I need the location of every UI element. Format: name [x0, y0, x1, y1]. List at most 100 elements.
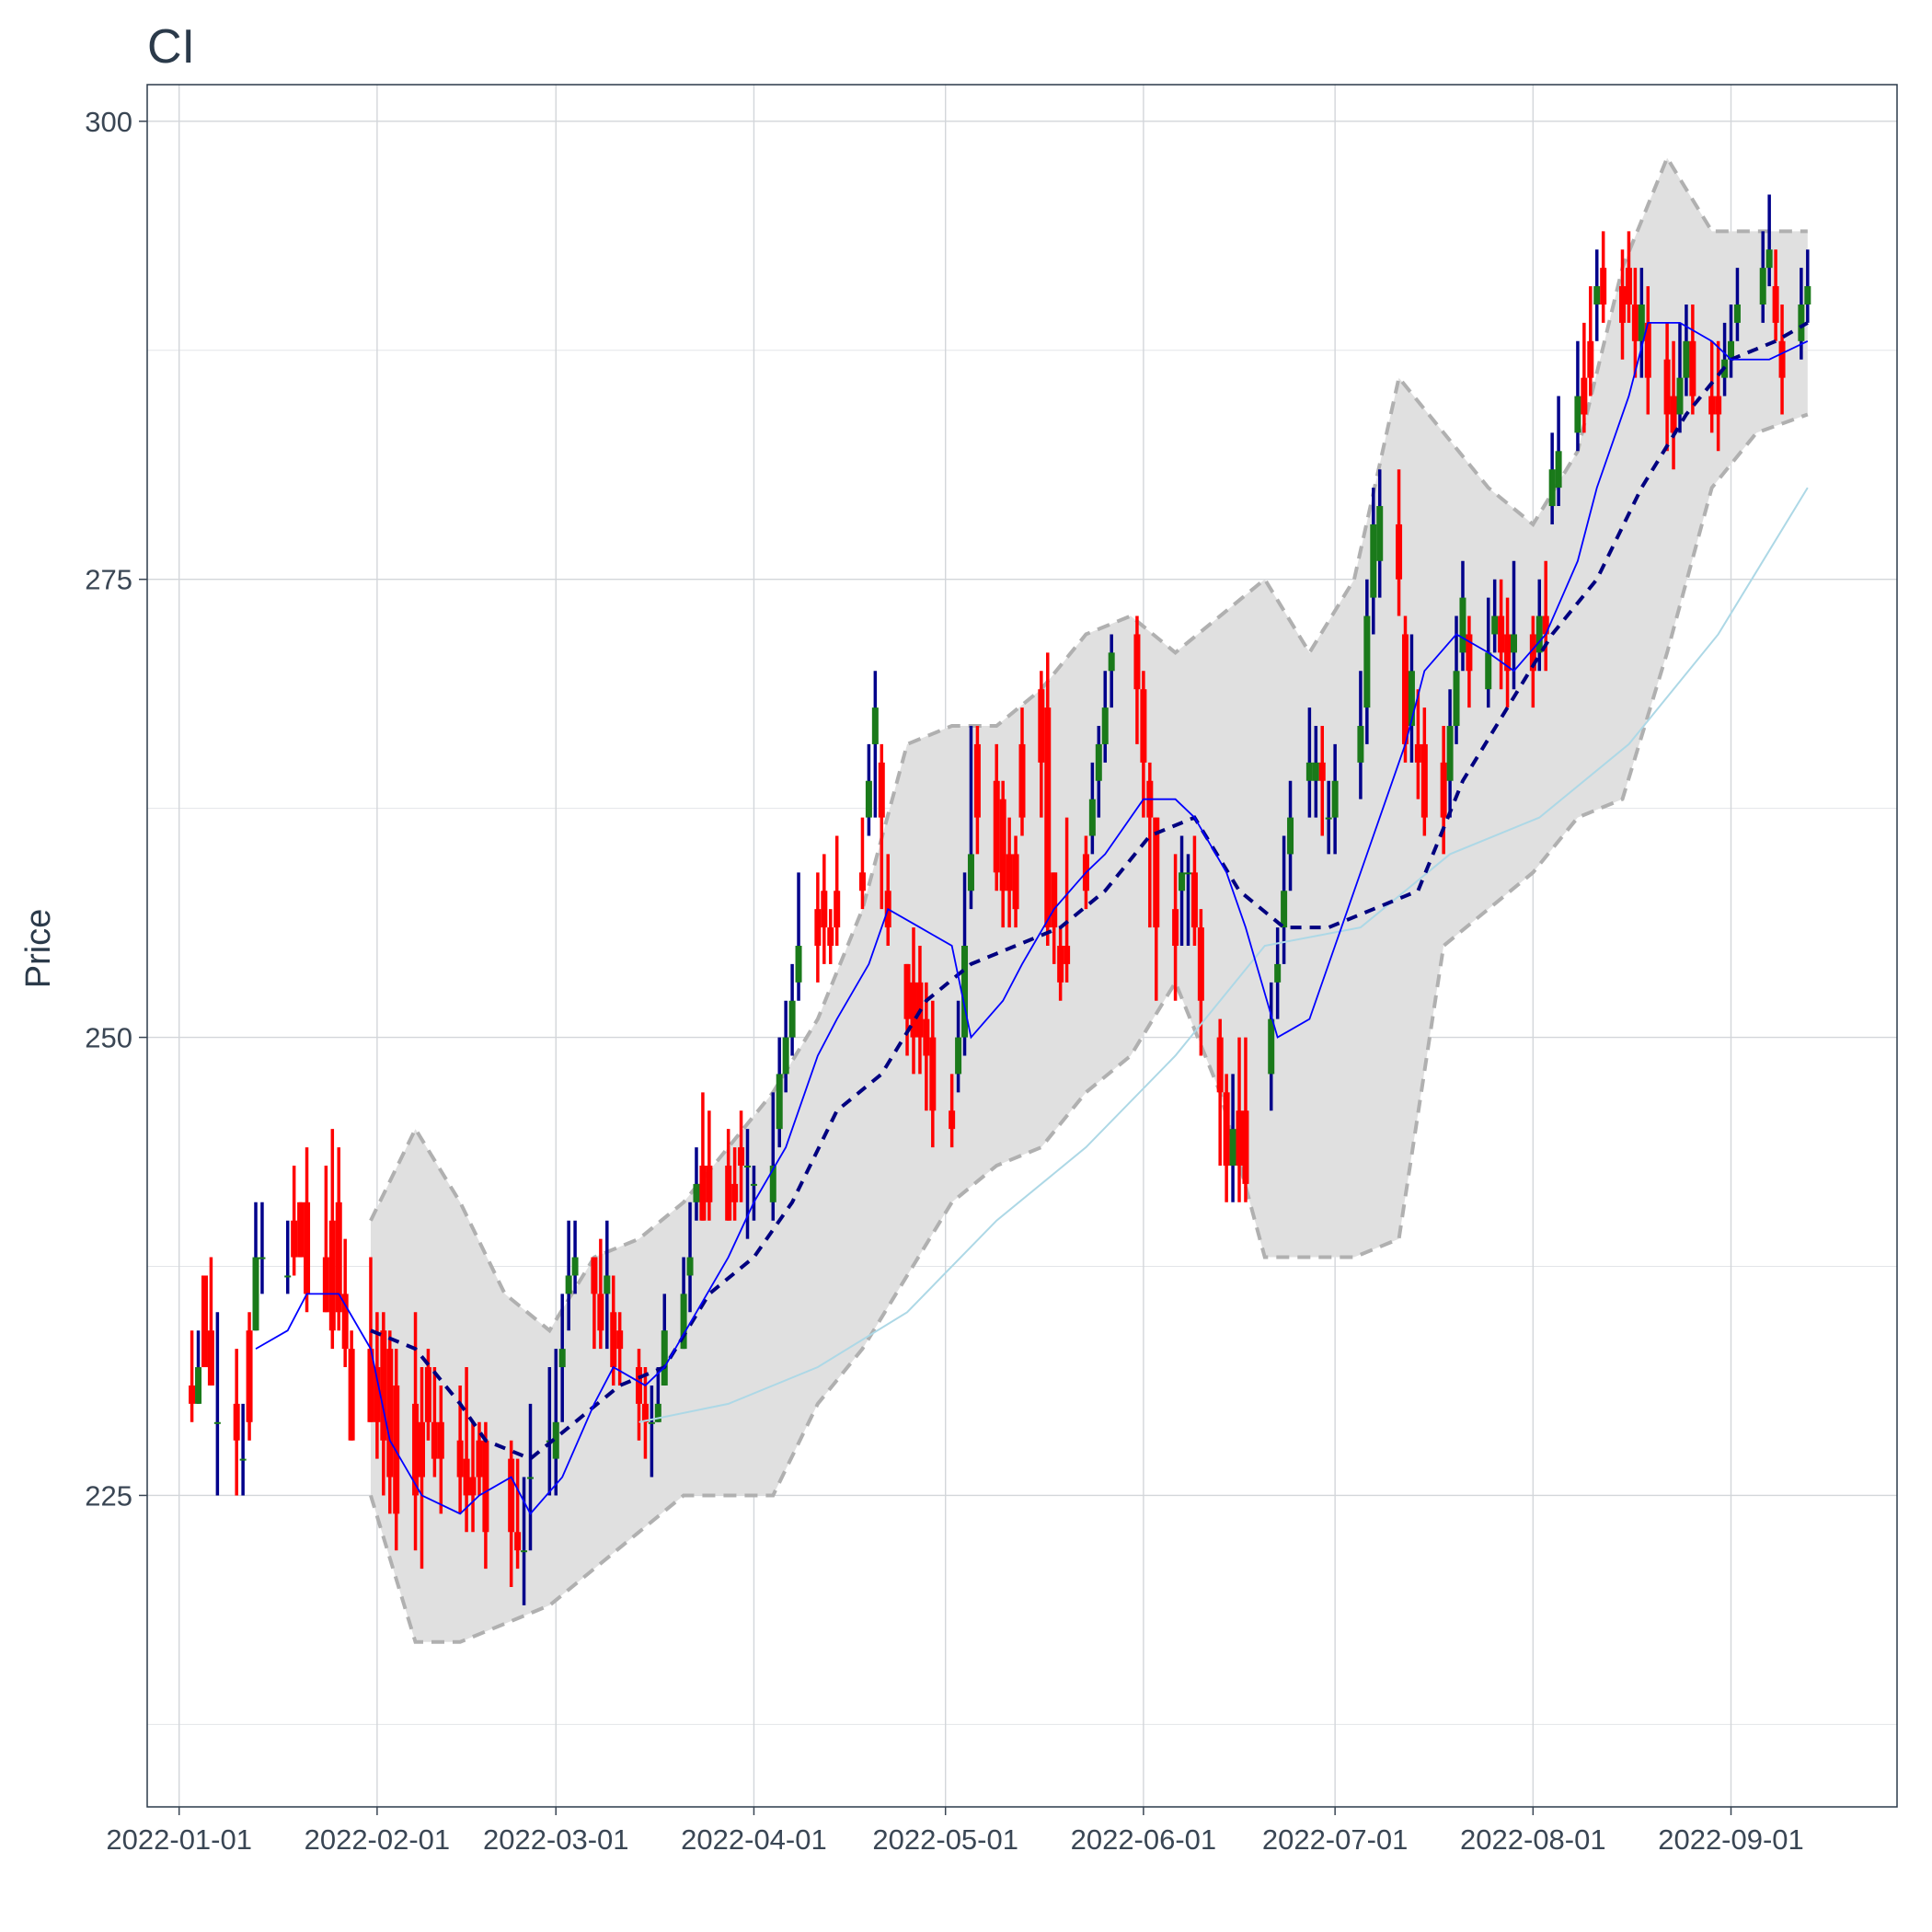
- candle-body: [1312, 762, 1319, 781]
- candle: [1331, 743, 1339, 855]
- candle-body: [706, 1165, 713, 1202]
- candle-body: [437, 1421, 444, 1459]
- candle-body: [335, 1202, 342, 1313]
- candle-body: [213, 1421, 221, 1424]
- candle-body: [1466, 634, 1473, 672]
- candle-body: [284, 1275, 292, 1278]
- candle-body: [1759, 268, 1766, 305]
- candle: [865, 743, 872, 836]
- candle: [514, 1458, 522, 1570]
- candle-body: [508, 1458, 515, 1533]
- candle: [744, 1129, 752, 1239]
- candle: [328, 1129, 336, 1350]
- candle-body: [1529, 634, 1536, 672]
- candle-body: [1587, 340, 1594, 378]
- candle: [993, 743, 1000, 891]
- candle: [1236, 1037, 1243, 1202]
- candle: [821, 854, 828, 964]
- candle: [999, 780, 1006, 928]
- candle-body: [1600, 268, 1607, 305]
- candle-body: [1012, 854, 1019, 910]
- y-tick-label: 300: [85, 106, 132, 138]
- candle-body: [1216, 1037, 1224, 1093]
- candle: [1542, 560, 1549, 672]
- candle-body: [1663, 359, 1671, 415]
- y-tick-label: 275: [85, 564, 132, 596]
- candle: [1133, 615, 1141, 744]
- y-tick-label: 250: [85, 1022, 132, 1054]
- candle: [661, 1294, 668, 1386]
- candle-body: [565, 1275, 572, 1294]
- candle: [1153, 817, 1160, 1001]
- candle-body: [1038, 689, 1045, 763]
- candle-body: [1798, 304, 1805, 341]
- candle: [1318, 726, 1326, 836]
- candle-body: [521, 1550, 528, 1553]
- candle: [738, 1110, 745, 1202]
- candle-body: [1064, 946, 1071, 964]
- candle-body: [1376, 506, 1384, 561]
- candle: [1287, 780, 1294, 891]
- candle: [1644, 286, 1651, 415]
- candle: [1625, 231, 1632, 323]
- candle: [858, 817, 866, 910]
- candle: [380, 1312, 387, 1496]
- candle: [291, 1165, 298, 1276]
- candle-body: [1370, 523, 1377, 598]
- candle: [1574, 340, 1581, 452]
- candle: [469, 1421, 477, 1533]
- candle-body: [610, 1312, 617, 1368]
- candle: [1529, 615, 1536, 708]
- candle: [827, 909, 834, 964]
- candle: [233, 1349, 240, 1496]
- candle: [604, 1220, 611, 1350]
- candle: [552, 1349, 559, 1496]
- candle: [1511, 560, 1518, 690]
- candle-body: [1095, 743, 1102, 781]
- candle-body: [239, 1458, 247, 1461]
- candle-body: [661, 1330, 668, 1386]
- candle: [1101, 671, 1109, 763]
- candle: [1064, 817, 1071, 983]
- candle-body: [456, 1440, 464, 1478]
- candle-body: [412, 1403, 420, 1496]
- candle: [1581, 322, 1588, 433]
- candle: [1759, 231, 1766, 323]
- candle-body: [1574, 396, 1581, 433]
- candle: [322, 1165, 329, 1313]
- candle-body: [1006, 854, 1013, 891]
- candle-body: [795, 946, 802, 983]
- candle-body: [591, 1257, 598, 1294]
- candle-body: [1631, 304, 1639, 341]
- candle-body: [1229, 1129, 1236, 1166]
- candle-body: [1190, 872, 1198, 928]
- candle: [636, 1349, 643, 1441]
- band-upper-line: [369, 154, 1808, 1334]
- candle: [923, 982, 930, 1111]
- candle: [189, 1330, 196, 1422]
- candle: [686, 1202, 694, 1313]
- candle: [1504, 597, 1512, 708]
- candle: [788, 963, 796, 1056]
- candle-body: [949, 1110, 956, 1130]
- candle: [955, 1000, 962, 1093]
- candle: [1376, 469, 1384, 598]
- candle-body: [1305, 762, 1313, 781]
- candle: [259, 1202, 266, 1294]
- candle: [1172, 854, 1179, 1001]
- candle: [482, 1421, 489, 1570]
- candle: [591, 1257, 598, 1350]
- candle-body: [1057, 946, 1064, 983]
- candle: [1006, 817, 1013, 928]
- candle: [246, 1312, 253, 1441]
- candle-body: [1223, 1092, 1230, 1166]
- candle: [1689, 304, 1696, 415]
- candle: [463, 1367, 470, 1533]
- sma-slow-line: [638, 487, 1809, 1423]
- candle-body: [322, 1257, 329, 1313]
- candle-body: [1357, 726, 1364, 763]
- price-band: [369, 154, 1809, 1644]
- candle: [1216, 1018, 1224, 1166]
- candle: [1242, 1037, 1249, 1202]
